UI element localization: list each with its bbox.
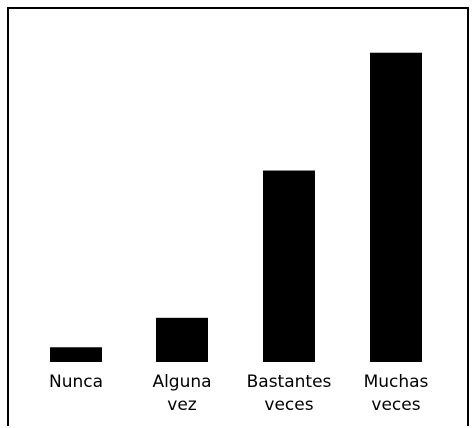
x-tick-label-4: Muchas veces [364,372,429,415]
x-tick-label-line: veces [371,395,420,415]
x-tick-label-2: Alguna vez [152,372,211,415]
bars-group [50,52,422,363]
tick-labels-group: Nunca Alguna vez Bastantes veces Muchas veces [49,372,429,415]
x-tick-label-line: Bastantes [247,372,332,392]
bar-3 [263,170,315,362]
chart-frame [7,7,469,426]
x-tick-label-line: Nunca [49,372,103,392]
x-tick-label-line: vez [167,395,197,415]
bar-1 [50,347,102,362]
bar-4 [370,52,422,363]
bar-2 [156,317,208,362]
x-tick-label-line: Muchas [364,372,429,392]
x-tick-label-line: Alguna [152,372,211,392]
x-tick-label-line: veces [264,395,313,415]
x-tick-label-1: Nunca [49,372,103,392]
x-tick-label-3: Bastantes veces [247,372,332,415]
